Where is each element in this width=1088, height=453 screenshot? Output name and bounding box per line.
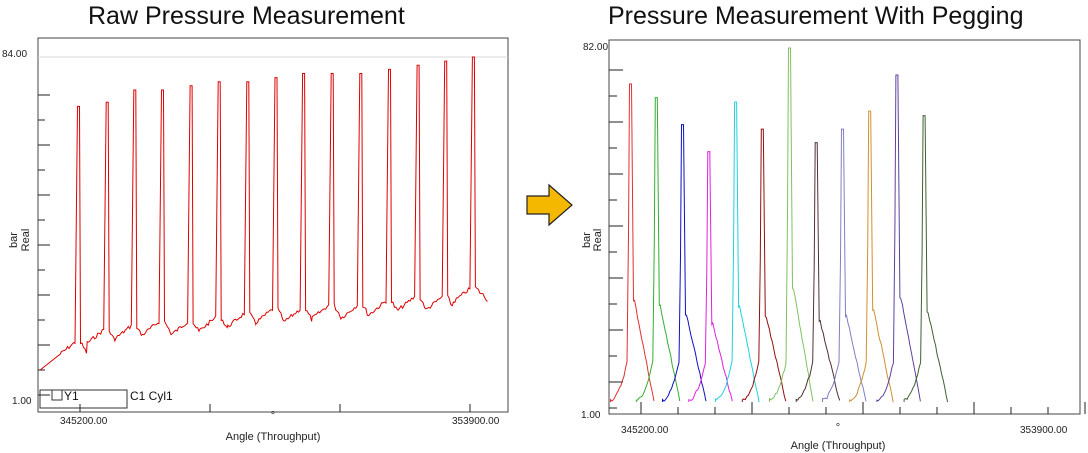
- chart-title-raw: Raw Pressure Measurement: [88, 2, 405, 30]
- x-tick-start: 345200.00: [60, 416, 108, 427]
- legend-raw: Y1 C1 Cyl1: [39, 389, 173, 409]
- transition-arrow-icon: [526, 183, 573, 227]
- legend-swatch: [51, 389, 63, 401]
- cycle-trace-4: [688, 151, 733, 402]
- y-axis-unit: bar: [581, 232, 593, 248]
- legend-item-cyl1: C1 Cyl1: [130, 389, 173, 403]
- chart-title-pegging: Pressure Measurement With Pegging: [608, 2, 1024, 30]
- x-tick-end: 353900.00: [1020, 425, 1068, 436]
- cycle-trace-11: [876, 74, 921, 402]
- y-axis-type: Real: [20, 229, 32, 252]
- cycle-trace-9: [822, 128, 867, 402]
- x-tick-start: 345200.00: [621, 425, 669, 436]
- legend-box: [39, 389, 128, 409]
- raw-pressure-chart: 84.00 1.00 345200.00 353900.00 ° Angle (…: [2, 37, 509, 443]
- cycle-trace-1: [610, 83, 655, 402]
- x-unit-label: °: [271, 410, 275, 422]
- y-axis-type: Real: [592, 229, 604, 252]
- y-tick-min: 1.00: [12, 396, 32, 407]
- cycle-trace-3: [662, 124, 707, 402]
- y-axis-ticks-pegging: [609, 69, 623, 409]
- cycle-trace-7: [769, 47, 814, 402]
- cycle-trace-12: [903, 115, 949, 403]
- cycle-trace-6: [741, 128, 787, 402]
- y-tick-min: 1.00: [581, 410, 601, 421]
- pegged-pressure-chart: 82.00 1.00 345200.00 353900.00 ° Angle (…: [581, 39, 1086, 452]
- legend-item-y1: Y1: [64, 389, 79, 403]
- y-tick-max: 82.00: [583, 42, 608, 53]
- x-tick-end: 353900.00: [452, 416, 500, 427]
- cycle-trace-2: [635, 97, 681, 402]
- cycle-trace-8: [795, 142, 841, 402]
- x-axis-label: Angle (Throughput): [791, 440, 886, 452]
- pegged-pressure-series: [610, 47, 949, 403]
- raw-pressure-series: [39, 56, 488, 371]
- x-unit-label: °: [836, 422, 840, 434]
- pressure-trace: [39, 56, 488, 371]
- x-axis-ticks-pegging: [640, 402, 1086, 414]
- x-axis-label: Angle (Throughput): [226, 431, 321, 443]
- cycle-trace-5: [715, 101, 760, 403]
- y-axis-unit: bar: [8, 232, 20, 248]
- cycle-trace-10: [849, 110, 894, 403]
- y-axis-ticks-raw: [38, 94, 50, 396]
- y-tick-max: 84.00: [2, 49, 27, 60]
